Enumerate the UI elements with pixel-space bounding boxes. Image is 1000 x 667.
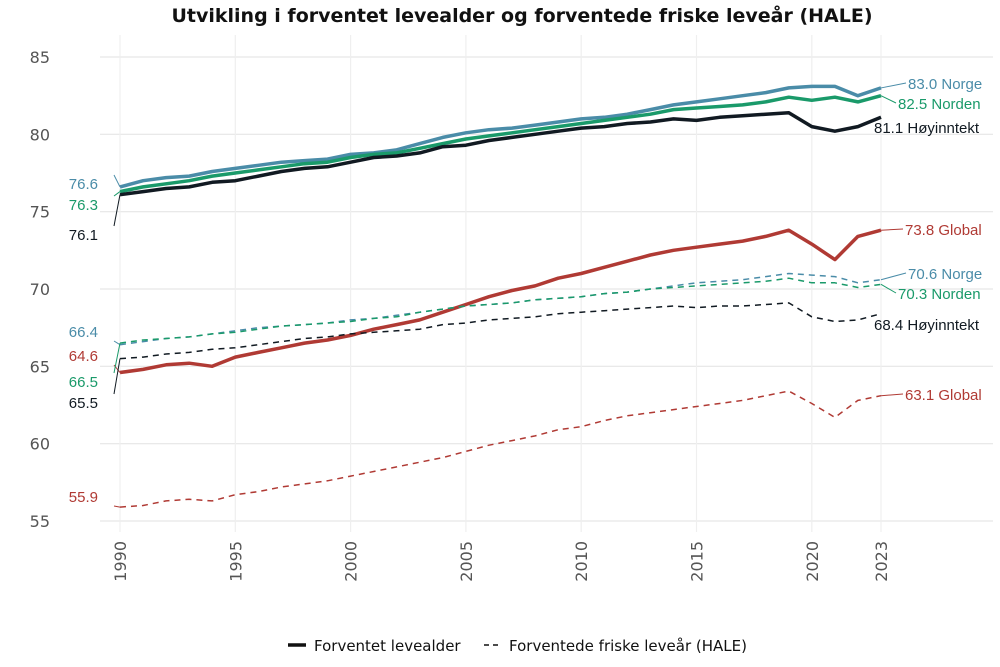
end-value-label: 68.4 Høyinntekt (874, 317, 980, 334)
series-line-hale-global (119, 390, 882, 508)
start-label-leader (113, 194, 121, 227)
start-label-leader (113, 343, 121, 374)
y-tick-label: 85 (30, 48, 50, 67)
chart-title: Utvikling i forventet levealder og forve… (171, 3, 872, 27)
start-label-leader (113, 191, 121, 197)
start-value-label: 64.6 (69, 348, 98, 365)
end-label-leader (880, 228, 904, 231)
end-label-leader (880, 272, 907, 281)
start-label-leader (113, 358, 121, 395)
end-value-label: 81.1 Høyinntekt (874, 120, 980, 137)
series-line-levealder-norge (119, 84, 882, 189)
series-line-hale-norden (119, 277, 882, 344)
x-tick-label: 2010 (572, 541, 591, 582)
series-line-levealder-hoyinntekt (119, 110, 882, 197)
start-value-label: 76.6 (69, 176, 98, 193)
x-tick-label: 1995 (226, 541, 245, 582)
end-value-label: 63.1 Global (905, 387, 982, 404)
end-value-label: 83.0 Norge (908, 76, 982, 93)
y-tick-label: 65 (30, 357, 50, 376)
end-value-label: 70.6 Norge (908, 266, 982, 283)
series-line-levealder-global (119, 228, 882, 375)
x-tick-label: 2023 (872, 541, 891, 582)
x-tick-label: 2005 (457, 541, 476, 582)
start-label-leader (113, 505, 121, 508)
series-labels: 76.6 83.0 Norge 76.3 82.5 Norden 76.1 81.1 Hø… (69, 76, 982, 508)
y-tick-label: 70 (30, 280, 50, 299)
start-value-label: 66.4 (69, 324, 98, 341)
series-line-levealder-norden (119, 94, 882, 194)
series-line-hale-norge (119, 272, 882, 346)
x-tick-label: 2000 (342, 541, 361, 582)
series-lines (119, 84, 882, 508)
end-value-label: 70.3 Norden (898, 286, 981, 303)
grid: 55 60 65 70 75 80 85 1990 1995 2000 2005 2010 2015 20… (30, 35, 993, 582)
start-value-label: 55.9 (69, 489, 98, 506)
start-label-leader (113, 174, 121, 188)
y-tick-label: 60 (30, 435, 50, 454)
y-tick-label: 75 (30, 203, 50, 222)
start-value-label: 76.1 (69, 227, 98, 244)
start-value-label: 66.5 (69, 374, 98, 391)
start-value-label: 76.3 (69, 197, 98, 214)
end-value-label: 73.8 Global (905, 222, 982, 239)
x-tick-label: 2020 (803, 541, 822, 582)
x-tick-label: 2015 (688, 541, 707, 582)
y-tick-label: 55 (30, 512, 50, 531)
legend: Forventet levealder Forventede friske le… (288, 637, 747, 655)
x-tick-label: 1990 (111, 541, 130, 582)
start-label-leader (113, 340, 121, 346)
end-label-leader (880, 95, 897, 104)
end-label-leader (880, 82, 907, 89)
legend-label-levealder: Forventet levealder (314, 637, 461, 655)
end-label-leader (880, 393, 904, 397)
end-label-leader (880, 283, 897, 294)
start-value-label: 65.5 (69, 395, 98, 412)
legend-label-hale: Forventede friske leveår (HALE) (509, 637, 747, 655)
end-value-label: 82.5 Norden (898, 96, 981, 113)
y-tick-label: 80 (30, 125, 50, 144)
